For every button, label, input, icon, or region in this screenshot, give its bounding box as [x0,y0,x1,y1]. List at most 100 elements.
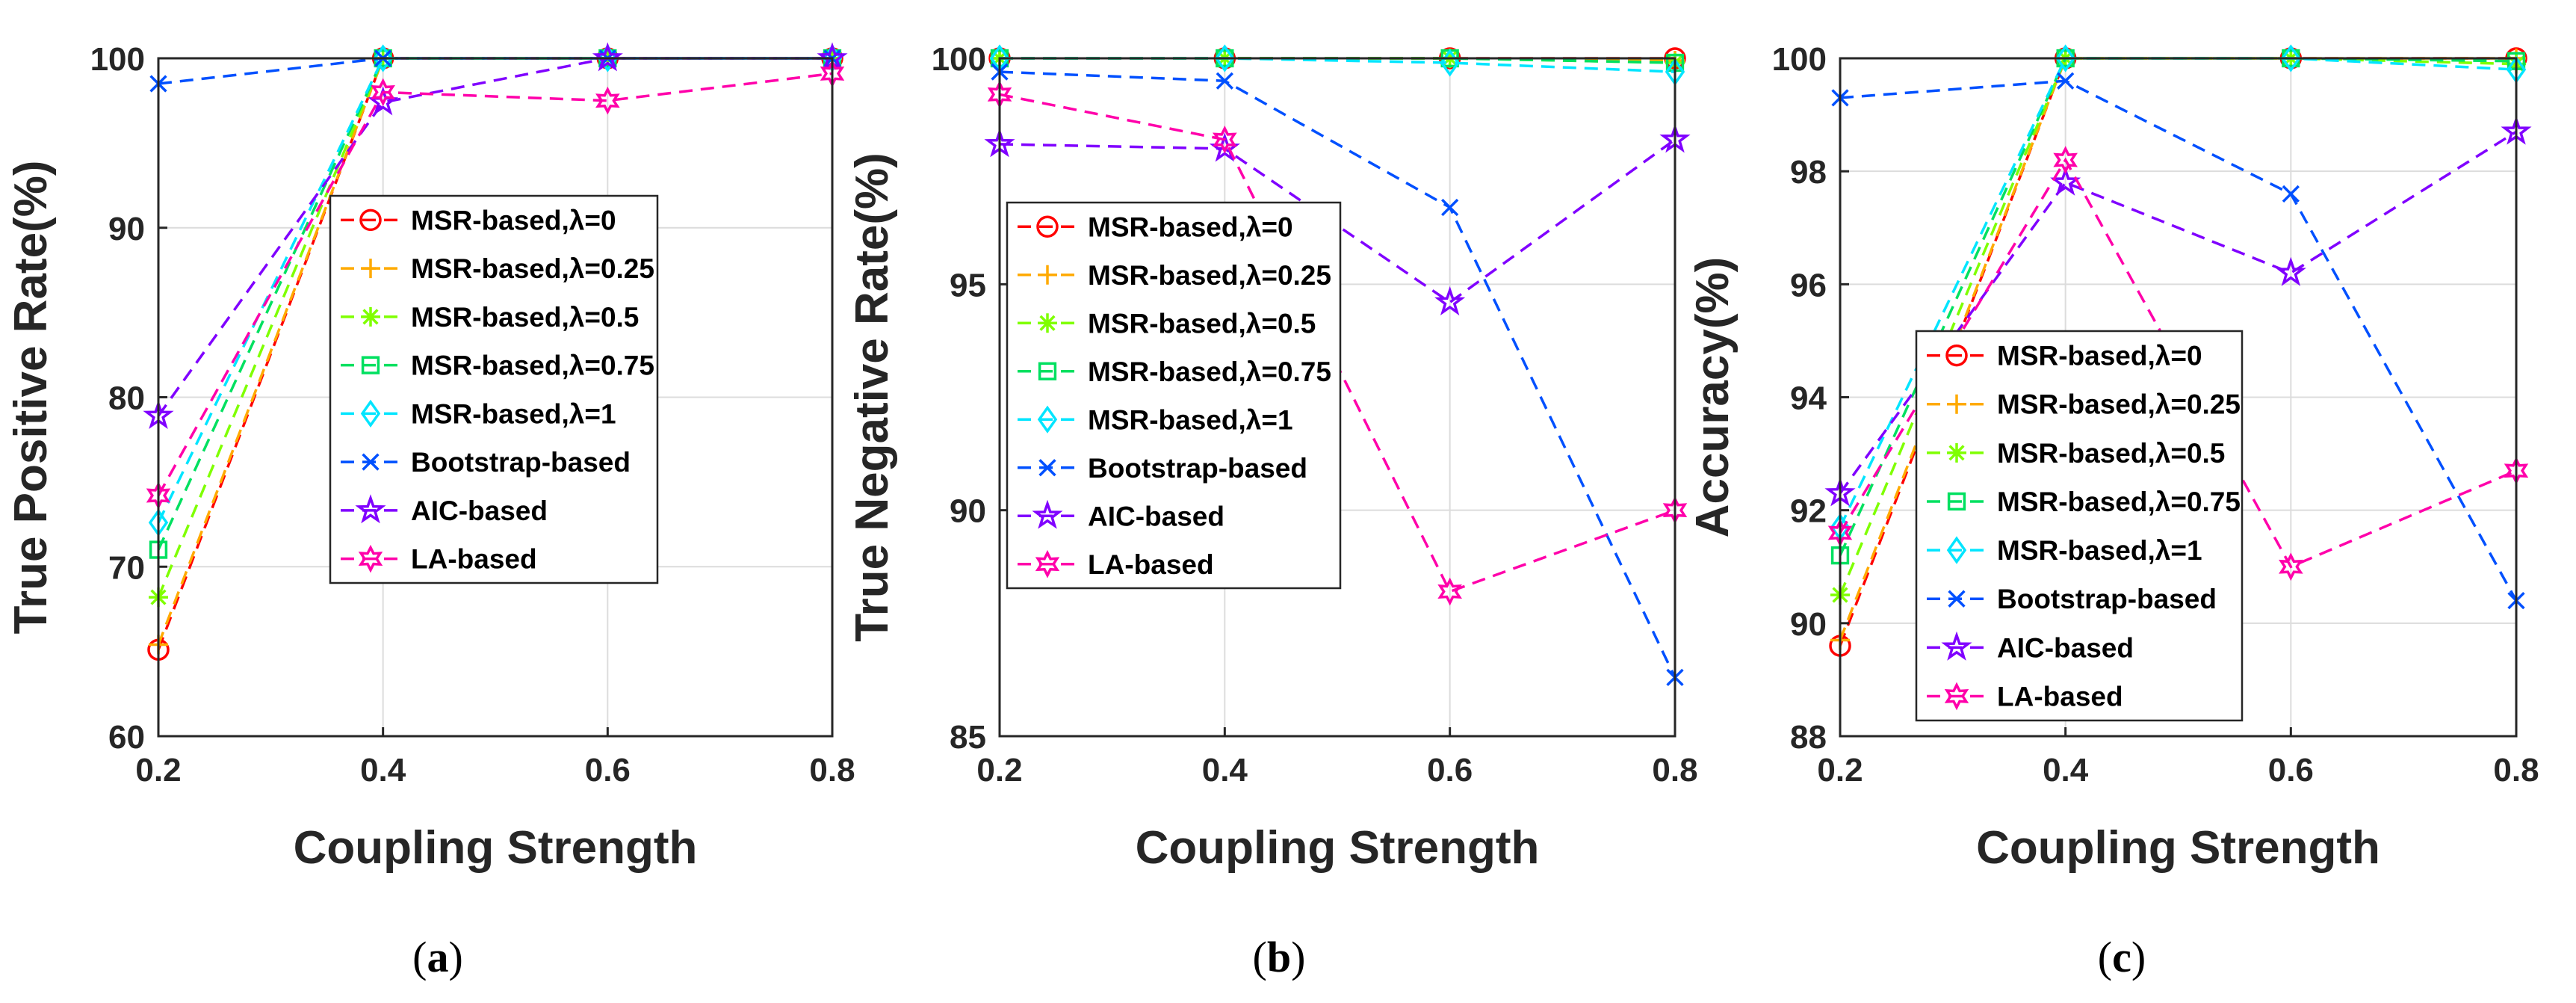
panel-caption: (c) [2098,933,2146,981]
legend-label: LA-based [1088,549,1214,580]
legend-marker [1946,536,1967,564]
legend-label: MSR-based,λ=0 [1088,212,1293,242]
data-point [2050,166,2081,196]
legend-label: Bootstrap-based [411,447,631,478]
legend-label: Bootstrap-based [1088,453,1307,484]
legend-item: MSR-based,λ=0.75 [1927,487,2241,517]
x-tick-label: 0.4 [2043,752,2089,788]
data-point [2279,552,2303,581]
legend-label: MSR-based,λ=1 [411,398,616,429]
legend-item: AIC-based [1927,631,2134,663]
x-tick-label: 0.8 [2493,752,2539,788]
x-axis-label: Coupling Strength [1976,822,2380,874]
y-axis-label: True Positive Rate(%) [5,161,57,635]
legend-box [329,194,659,584]
legend-marker [1947,442,1966,463]
data-point [2053,146,2078,174]
legend-item: MSR-based,λ=1 [341,398,616,429]
y-tick-label: 95 [950,267,986,303]
legend-item: MSR-based,λ=0.25 [1018,260,1331,291]
legend-marker [358,544,383,573]
legend-marker [359,209,382,232]
y-tick-label: 90 [950,493,986,530]
x-tick-label: 0.2 [135,752,181,788]
legend-marker [1944,682,1969,711]
chart-panel-b: 0.2 0.4 0.6 0.8 85 90 95 100 Coupling Strength Tr… [846,41,1698,981]
data-point [1441,198,1459,217]
data-point [2282,185,2300,203]
legend-marker [1945,344,1968,367]
series-line [157,72,833,496]
y-tick-label: 100 [90,41,145,78]
legend-item: LA-based [1927,681,2123,712]
y-tick-label: 90 [1790,606,1827,643]
legend-label: LA-based [1997,681,2123,712]
y-tick-label: 98 [1790,154,1827,191]
data-point [1215,44,1235,72]
data-point [1216,72,1233,90]
series-line [999,70,1676,679]
legend-marker [355,494,386,524]
legend-label: MSR-based,λ=0.5 [411,302,639,333]
caption-letter: b [1267,933,1291,981]
legend-item: MSR-based,λ=0.75 [341,351,654,381]
y-tick-label: 80 [108,380,145,417]
x-axis-label: Coupling Strength [1136,822,1540,874]
y-axis-label: True Negative Rate(%) [846,152,898,642]
legend-marker [1037,405,1058,433]
legend-label: MSR-based,λ=0.25 [1997,389,2241,420]
y-axis-label: Accuracy(%) [1687,257,1739,538]
panel-caption: (b) [1253,933,1306,981]
legend-marker [361,306,380,327]
legend-marker [1038,265,1057,285]
series-line [999,138,1676,304]
legend-label: MSR-based,λ=1 [1997,535,2202,566]
legend-marker [361,356,380,374]
legend-label: AIC-based [1997,632,2134,663]
legend-item: MSR-based,λ=0.25 [1927,389,2241,420]
data-point [592,42,623,72]
caption-open-paren: ( [2098,933,2112,981]
x-tick-label: 0.6 [585,752,631,788]
legend-label: MSR-based,λ=1 [1088,404,1293,435]
legend-label: LA-based [411,544,537,575]
caption-letter: c [2112,933,2131,981]
legend-label: MSR-based,λ=0.75 [1088,357,1331,387]
legend-label: MSR-based,λ=0 [411,205,616,235]
legend-item: MSR-based,λ=0.5 [1927,438,2225,469]
legend-box [1006,201,1342,590]
legend-item: LA-based [1018,549,1214,580]
caption-letter: a [427,933,449,981]
legend-label: MSR-based,λ=0.75 [1997,487,2241,517]
data-point [2057,72,2075,90]
legend-marker [1948,590,1966,608]
legend-marker [1032,499,1063,529]
x-axis-label: Coupling Strength [294,822,698,874]
legend-label: AIC-based [1088,501,1224,531]
x-tick-label: 0.6 [1427,752,1473,788]
y-tick-label: 100 [932,41,986,78]
legend-item: Bootstrap-based [341,447,631,478]
legend-marker [1038,313,1057,333]
legend-item: MSR-based,λ=0 [1018,212,1293,242]
y-tick-label: 60 [108,719,145,756]
data-point [1437,577,1462,606]
legend-marker [1035,549,1060,578]
chart-panel-c: 0.2 0.4 0.6 0.8 88 90 92 94 96 98 100 Coupling Stre… [1687,41,2539,981]
legend-item: Bootstrap-based [1927,584,2217,614]
legend-marker [1038,459,1056,477]
legend-item: MSR-based,λ=0 [1927,341,2202,371]
y-tick-label: 90 [108,211,145,247]
data-point [1213,126,1237,154]
legend-item: MSR-based,λ=0.75 [1018,357,1331,387]
legend-item: AIC-based [341,494,548,526]
x-tick-label: 0.8 [809,752,855,788]
legend: MSR-based,λ=0 MSR-based,λ=0.25 MSR-based,λ… [1006,201,1342,590]
y-tick-label: 70 [108,549,145,586]
legend-label: MSR-based,λ=0.75 [411,351,654,381]
legend-marker [1941,631,1972,661]
x-tick-label: 0.2 [1817,752,1863,788]
data-point [595,86,620,115]
legend-item: MSR-based,λ=1 [1018,404,1293,435]
